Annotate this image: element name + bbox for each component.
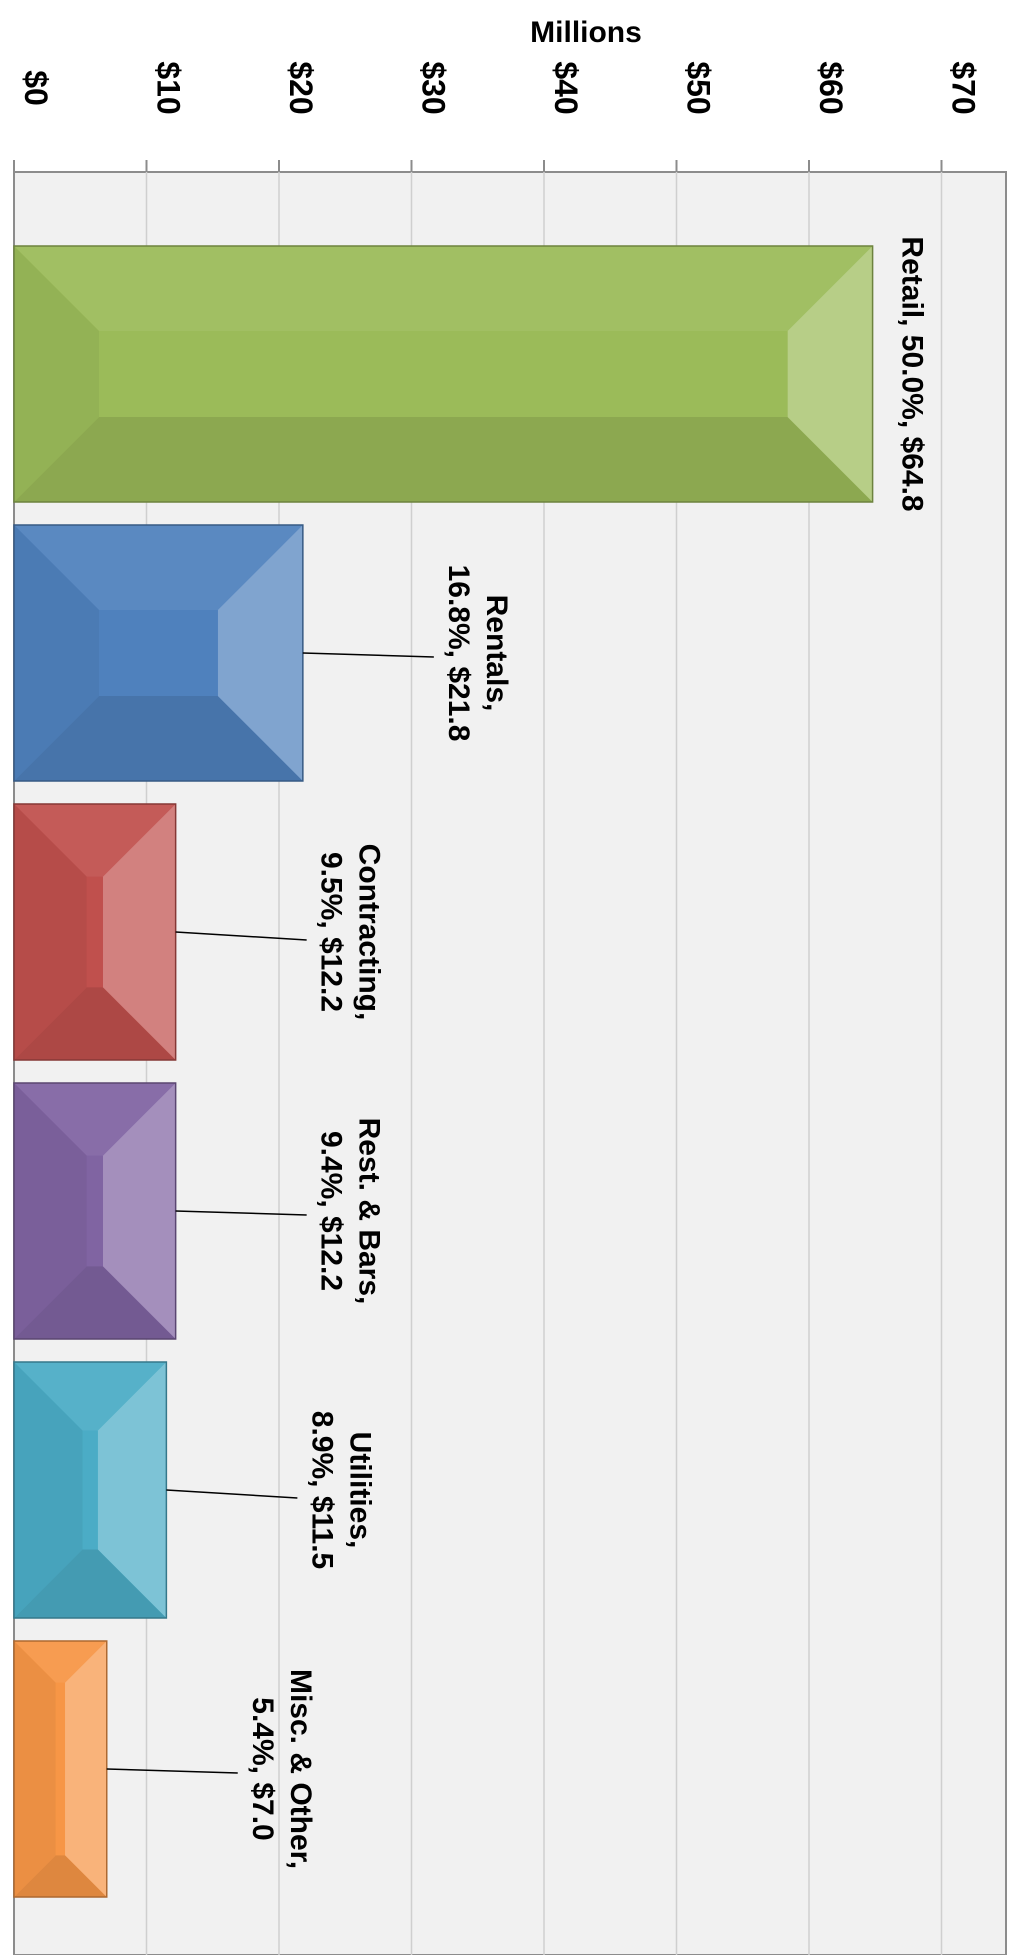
tick-label: $50 — [681, 61, 717, 114]
leader-lines — [106, 652, 434, 1774]
bars — [13, 245, 874, 1898]
tick-label: $70 — [946, 61, 982, 114]
bar-center — [86, 1155, 103, 1267]
data-label: Rentals,16.8%, $21.8 — [442, 565, 513, 742]
bar-bevel-bottom — [14, 1266, 176, 1339]
data-label: Misc. & Other,5.4%, $7.0 — [246, 1669, 317, 1869]
bar-bevel-start — [14, 1641, 56, 1897]
bar-bevel-end — [65, 1641, 107, 1897]
bar-bevel-bottom — [14, 987, 176, 1060]
leader-line — [175, 1210, 307, 1216]
bar-bevel-bottom — [14, 1855, 107, 1897]
bar-contracting — [13, 803, 177, 1061]
bar-bevel-top — [14, 246, 873, 331]
tick-label: $60 — [813, 61, 849, 114]
bar-bevel-bottom — [14, 696, 303, 781]
data-label: Contracting,9.5%, $12.2 — [315, 844, 386, 1021]
bar-bevel-end — [102, 804, 176, 1060]
data-labels: Retail, 50.0%, $64.8 Rentals,16.8%, $21.8… — [246, 236, 929, 1869]
value-axis-ticks: $0 $10 $20 $30 $40 $50 $60 $70 — [13, 61, 982, 172]
leader-line — [175, 931, 307, 941]
bar-bevel-start — [14, 1362, 83, 1618]
bar-rest-bars — [13, 1082, 177, 1340]
bar-bevel-start — [14, 246, 99, 502]
bar-center — [99, 331, 788, 417]
bar-bevel-start — [14, 1083, 87, 1339]
bar-bevel-end — [217, 525, 303, 781]
bar-center — [55, 1682, 66, 1856]
tick-label: $40 — [548, 61, 584, 114]
bar-bevel-end — [97, 1362, 167, 1618]
bar-center — [82, 1430, 98, 1550]
bar-retail — [13, 245, 874, 503]
tick-label: $30 — [416, 61, 452, 114]
data-label: Retail, 50.0%, $64.8 — [896, 236, 929, 511]
data-label: Rest. & Bars,9.4%, $12.2 — [315, 1118, 386, 1305]
bar-bevel-bottom — [14, 417, 873, 502]
bar-utilities — [13, 1361, 168, 1619]
bar-misc-other — [13, 1640, 108, 1898]
bar-center — [99, 610, 218, 696]
tick-label: $0 — [18, 70, 54, 106]
bar-bevel-end — [787, 246, 873, 502]
bar-bevel-top — [14, 1083, 176, 1156]
bar-bevel-end — [102, 1083, 176, 1339]
bar-bevel-start — [14, 525, 99, 781]
leader-line — [106, 1768, 238, 1774]
tick-label: $20 — [283, 61, 319, 114]
value-axis-title: Millions — [530, 16, 642, 49]
bar-bevel-top — [14, 1641, 107, 1683]
bar-rentals — [13, 524, 304, 782]
bar-bevel-start — [14, 804, 87, 1060]
leader-line — [166, 1489, 298, 1499]
data-label: Utilities,8.9%, $11.5 — [305, 1411, 376, 1569]
bar-bevel-top — [14, 804, 176, 877]
bar-bevel-top — [14, 525, 303, 610]
tick-label: $10 — [151, 61, 187, 114]
bar-bevel-bottom — [14, 1549, 167, 1618]
bar-bevel-top — [14, 1362, 167, 1431]
leader-line — [302, 652, 434, 658]
bar-center — [86, 876, 103, 988]
bar-outline — [13, 245, 874, 503]
